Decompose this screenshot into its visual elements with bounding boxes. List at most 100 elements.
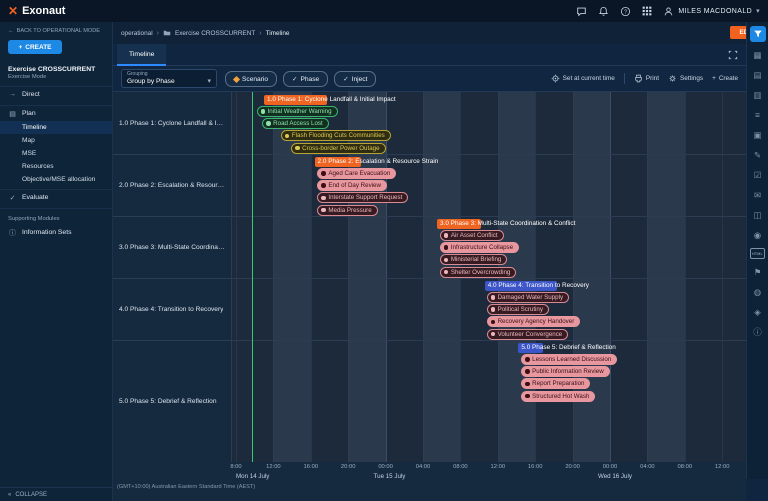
inject-icon xyxy=(490,307,496,312)
grid-line xyxy=(385,92,387,462)
create-button[interactable]: + CREATE xyxy=(8,40,62,54)
phase-bar[interactable]: 4.0 Phase 4: Transition to Recovery xyxy=(484,281,589,291)
messages-icon[interactable] xyxy=(576,6,587,17)
collapse-button[interactable]: « COLLAPSE xyxy=(0,487,113,501)
inject-chip[interactable]: Air Asset Conflict xyxy=(439,230,504,241)
axis-tick: 08:00 xyxy=(677,464,693,470)
sidebar-item-mse[interactable]: MSE xyxy=(22,150,37,157)
axis-tick: 20:00 xyxy=(565,464,580,470)
scenario-filter-chip[interactable]: Scenario xyxy=(225,71,278,87)
inject-chip[interactable]: Aged Care Evacuation xyxy=(317,168,397,179)
sidebar-item-evaluate[interactable]: ✓ Evaluate xyxy=(9,194,49,202)
sidebar-item-plan[interactable]: ▤ Plan xyxy=(9,110,36,118)
user-menu[interactable]: MILES MACDONALD ▾ xyxy=(663,6,760,17)
grid-line xyxy=(572,92,574,462)
grid-band xyxy=(684,92,723,462)
inject-chip[interactable]: Infrastructure Collapse xyxy=(439,242,520,254)
info-icon[interactable]: ⓘ xyxy=(753,327,762,337)
inject-chip[interactable]: Shelter Overcrowding xyxy=(439,266,517,278)
inject-chip[interactable]: Cross-border Power Outage xyxy=(291,142,386,154)
inject-chip[interactable]: Damaged Water Supply xyxy=(486,292,570,303)
grid-band xyxy=(572,92,610,462)
sidebar-item-timeline[interactable]: Timeline xyxy=(0,121,112,134)
cards-icon[interactable]: ▤ xyxy=(753,69,762,80)
breadcrumb-operational[interactable]: operational xyxy=(121,29,153,37)
notifications-bell-icon[interactable] xyxy=(598,6,609,17)
inject-chip[interactable]: Interstate Support Request xyxy=(317,192,409,204)
flag-icon[interactable]: ⚑ xyxy=(753,266,762,277)
phase-bar[interactable]: 3.0 Phase 3: Multi-State Coordination & … xyxy=(437,219,575,229)
phase-bar-label: 5.0 Phase 5: Debrief & Reflection xyxy=(521,344,616,351)
overview-icon[interactable]: ▦ xyxy=(753,49,762,60)
gantt-row-label: 5.0 Phase 5: Debrief & Reflection xyxy=(113,340,226,462)
checklist-icon[interactable]: ☑ xyxy=(753,169,762,180)
breadcrumb: operational › Exercise CROSSCURRENT › Ti… xyxy=(113,22,768,44)
html-icon[interactable]: HTML xyxy=(750,248,765,259)
phase-bar[interactable]: 2.0 Phase 2: Escalation & Resource Strai… xyxy=(314,157,438,167)
settings-button[interactable]: Settings xyxy=(668,74,703,83)
apps-grid-icon[interactable] xyxy=(642,6,652,16)
inject-filter-chip[interactable]: ✓ Inject xyxy=(334,71,377,87)
inject-chip[interactable]: Ministerial Briefing xyxy=(439,254,508,266)
create-inject-button[interactable]: + Create xyxy=(712,75,738,82)
plan-items: Timeline Map MSE Resources Objective/MSE all… xyxy=(0,121,112,186)
help-icon[interactable]: ? xyxy=(620,6,631,17)
fullscreen-icon[interactable] xyxy=(728,50,738,60)
back-to-operational-link[interactable]: ← BACK TO OPERATIONAL MODE xyxy=(0,22,112,38)
logo-text: Exonaut xyxy=(22,5,66,17)
chevron-down-icon: ▾ xyxy=(756,8,760,15)
inject-chip[interactable]: Flash Flooding Cuts Communities xyxy=(280,130,391,142)
edit-icon[interactable]: ✎ xyxy=(753,149,762,160)
panels-icon[interactable]: ◫ xyxy=(753,209,762,220)
columns-icon[interactable]: ▥ xyxy=(753,89,762,100)
phase-bar[interactable]: 5.0 Phase 5: Debrief & Reflection xyxy=(518,343,616,353)
grid-band xyxy=(273,92,311,462)
inject-chip[interactable]: Volunteer Convergence xyxy=(486,328,569,340)
inject-chip[interactable]: Road Access Lost xyxy=(262,118,329,130)
inject-chip[interactable]: Initial Weather Warning xyxy=(256,106,338,117)
inject-chip[interactable]: Structured Hot Wash xyxy=(521,390,596,402)
sidebar-item-objective-mse-allocation[interactable]: Objective/MSE allocation xyxy=(22,176,96,183)
map-icon[interactable]: ◈ xyxy=(754,306,761,317)
inject-icon xyxy=(525,357,530,362)
inject-chip[interactable]: Report Preparation xyxy=(521,378,591,390)
breadcrumb-exercise[interactable]: Exercise CROSSCURRENT xyxy=(174,29,256,37)
inject-icon xyxy=(490,331,496,337)
filter-icon[interactable] xyxy=(749,26,766,42)
grouping-select[interactable]: Grouping Group by Phase ▾ xyxy=(121,69,217,88)
inject-chip[interactable]: End of Day Review xyxy=(317,180,387,192)
inject-icon xyxy=(321,195,326,201)
inject-chip[interactable]: Political Scrutiny xyxy=(486,304,549,316)
app-logo[interactable]: ✕ Exonaut xyxy=(8,4,65,18)
inject-chip[interactable]: Lessons Learned Discussion xyxy=(521,354,618,365)
inject-chip[interactable]: Media Pressure xyxy=(317,204,378,216)
print-button[interactable]: Print xyxy=(634,74,659,83)
grid-band xyxy=(348,92,386,462)
chart-icon[interactable]: ◍ xyxy=(753,286,762,297)
grid-line xyxy=(348,92,350,462)
gantt-row-label: 4.0 Phase 4: Transition to Recovery xyxy=(113,278,226,340)
sidebar-item-map[interactable]: Map xyxy=(22,137,35,144)
inject-label: Road Access Lost xyxy=(273,120,323,128)
gantt-grid[interactable]: 1.0 Phase 1: Cyclone Landfall & Initial … xyxy=(232,92,746,462)
detail-icon[interactable]: ▣ xyxy=(753,129,762,140)
sidebar: ← BACK TO OPERATIONAL MODE + CREATE Exer… xyxy=(0,22,113,501)
grid-line xyxy=(684,92,686,462)
users-icon[interactable]: ◉ xyxy=(753,229,762,240)
sidebar-item-direct[interactable]: → Direct xyxy=(9,91,40,98)
phase-filter-chip[interactable]: ✓ Phase xyxy=(283,71,329,87)
phase-bar[interactable]: 1.0 Phase 1: Cyclone Landfall & Initial … xyxy=(264,95,396,105)
sidebar-item-resources[interactable]: Resources xyxy=(22,163,54,170)
mail-icon[interactable]: ✉ xyxy=(753,189,762,200)
breadcrumb-timeline: Timeline xyxy=(265,29,290,37)
inject-chip[interactable]: Recovery Agency Handover xyxy=(486,316,581,328)
back-arrow-icon: ← xyxy=(8,28,14,34)
set-current-time-button[interactable]: Set at current time xyxy=(551,74,615,83)
timeline-toolbar: Grouping Group by Phase ▾ Scenario ✓ Pha… xyxy=(113,66,746,92)
inject-icon xyxy=(443,245,449,250)
list-icon[interactable]: ≡ xyxy=(755,110,760,120)
sidebar-item-information-sets[interactable]: ⓘ Information Sets xyxy=(9,229,72,237)
tab-timeline[interactable]: Timeline xyxy=(117,44,167,66)
axis-tick: 04:00 xyxy=(415,464,431,470)
inject-chip[interactable]: Public Information Review xyxy=(521,366,610,378)
